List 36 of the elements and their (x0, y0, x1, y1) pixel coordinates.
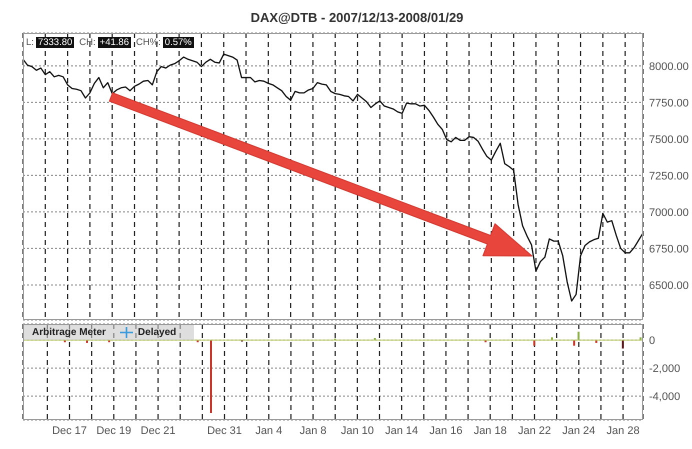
x-tick-label: Jan 8 (300, 424, 327, 437)
annotation: Delayed (138, 327, 176, 338)
x-tick-label: Dec 19 (96, 424, 132, 437)
bar (578, 332, 580, 340)
x-tick-label: Dec 21 (140, 424, 176, 437)
y-tick-label: 7250.00 (649, 170, 689, 182)
x-tick-label: Dec 17 (52, 424, 87, 437)
x-tick-label: Jan 22 (518, 424, 552, 437)
annotation: CH%: (136, 37, 161, 48)
chart-title: DAX@DTB - 2007/12/13-2008/01/29 (250, 10, 464, 25)
annotation: 7333.80 (38, 37, 72, 48)
annotation: CH: (79, 37, 96, 48)
y-tick-label: 7500.00 (649, 134, 689, 146)
x-tick-label: Jan 24 (562, 424, 596, 437)
x-tick-label: Jan 16 (429, 424, 462, 437)
bar (210, 340, 212, 413)
y-tick-label: 6500.00 (649, 280, 689, 292)
line-series (22, 54, 644, 302)
y-tick-label: -2,000 (649, 363, 680, 376)
bar (622, 340, 624, 349)
y-tick-label: 0 (649, 335, 656, 348)
y-tick-label: 7000.00 (649, 206, 689, 219)
annotation: L: (26, 37, 34, 48)
y-tick-label: 6750.00 (649, 243, 689, 256)
annotation: 0.57% (164, 37, 192, 48)
x-tick-label: Jan 10 (340, 424, 374, 437)
chart-title: Arbitrage Meter (32, 327, 106, 338)
y-tick-label: 7750.00 (649, 97, 689, 110)
y-tick-label: -4,000 (649, 391, 680, 404)
x-tick-label: Jan 4 (255, 424, 282, 437)
y-tick-label: 8000.00 (649, 60, 689, 73)
x-tick-label: Jan 18 (474, 424, 507, 437)
x-tick-label: Jan 28 (606, 424, 640, 437)
annotation: +41.86 (100, 37, 129, 48)
x-tick-label: Dec 31 (207, 424, 242, 437)
x-tick-label: Jan 14 (385, 424, 418, 437)
